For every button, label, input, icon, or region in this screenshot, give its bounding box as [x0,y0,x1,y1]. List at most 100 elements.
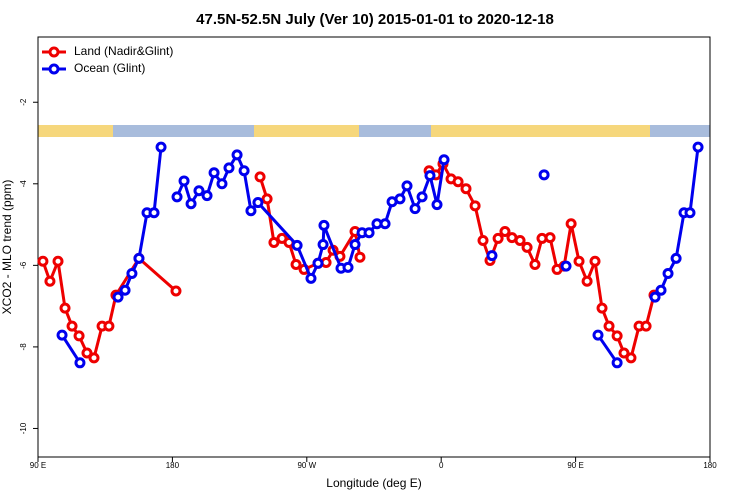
data-point [88,352,100,364]
ocean-band [650,125,710,137]
data-point [581,275,593,287]
data-point [592,329,604,341]
data-point [254,171,266,183]
x-axis-label: Longitude (deg E) [326,476,421,490]
data-point [52,255,64,267]
data-point [460,183,472,195]
data-point [618,347,630,359]
data-point [44,275,56,287]
data-point [317,239,329,251]
y-tick-label: -4 [19,180,28,188]
data-point [59,302,71,314]
data-point [103,320,115,332]
data-point [603,320,615,332]
y-tick-label: -6 [19,261,28,269]
data-point [499,226,511,238]
series [56,141,704,369]
data-point [155,141,167,153]
data-point [565,218,577,230]
data-point [201,190,213,202]
data-point [611,330,623,342]
data-point [469,200,481,212]
data-point [170,285,182,297]
data-point [208,167,220,179]
y-tick-label: -2 [19,98,28,106]
data-point [477,234,489,246]
data-point [492,232,504,244]
data-point [514,234,526,246]
data-point [231,149,243,161]
x-tick-label: 90 E [30,461,46,470]
data-point [611,357,623,369]
data-point [261,193,273,205]
data-point [349,239,361,251]
data-point [291,239,303,251]
ocean-band [113,125,254,137]
data-point [305,272,317,284]
series [37,158,660,364]
land-ocean-strip [38,125,710,137]
y-axis-label: XCO2 - MLO trend (ppm) [0,180,14,315]
data-point [662,268,674,280]
data-point [223,162,235,174]
legend-label: Ocean (Glint) [74,61,145,75]
x-tick-label: 180 [166,461,180,470]
data-point [529,259,541,271]
data-point [692,141,704,153]
data-point [148,207,160,219]
legend-label: Land (Nadir&Glint) [74,44,173,58]
data-point [416,191,428,203]
data-point [521,241,533,253]
data-point [81,347,93,359]
data-point [424,170,436,182]
data-point [245,205,257,217]
x-tick-label: 90 E [567,461,583,470]
data-point [238,165,250,177]
data-point [431,199,443,211]
data-point [312,257,324,269]
data-point [74,357,86,369]
data-point [342,261,354,273]
data-point [573,255,585,267]
data-point [401,180,413,192]
data-point [655,284,667,296]
data-point [596,302,608,314]
data-point [66,320,78,332]
data-point [133,252,145,264]
legend-marker [48,46,60,58]
data-point [216,178,228,190]
data-point [379,218,391,230]
data-point [452,176,464,188]
data-point [56,329,68,341]
data-point [73,330,85,342]
data-point [112,291,124,303]
data-point [544,232,556,244]
data-point [268,237,280,249]
data-point [625,352,637,364]
x-tick-label: 90 W [297,461,316,470]
data-point [640,320,652,332]
data-point [119,284,131,296]
data-point [589,255,601,267]
x-tick-label: 0 [439,461,444,470]
data-point [438,154,450,166]
data-point [538,169,550,181]
x-tick-label: 180 [703,461,717,470]
data-point [318,219,330,231]
legend: Land (Nadir&Glint) Ocean (Glint) [42,44,173,75]
data-point [409,203,421,215]
data-point [185,198,197,210]
data-point [37,255,49,267]
chart-title: 47.5N-52.5N July (Ver 10) 2015-01-01 to … [196,11,554,28]
data-point [649,291,661,303]
data-point [560,260,572,272]
data-point [252,197,264,209]
ocean-band [359,125,431,137]
data-point [670,252,682,264]
data-point [354,251,366,263]
data-point [290,259,302,271]
data-point [684,207,696,219]
plot-frame [37,36,711,458]
